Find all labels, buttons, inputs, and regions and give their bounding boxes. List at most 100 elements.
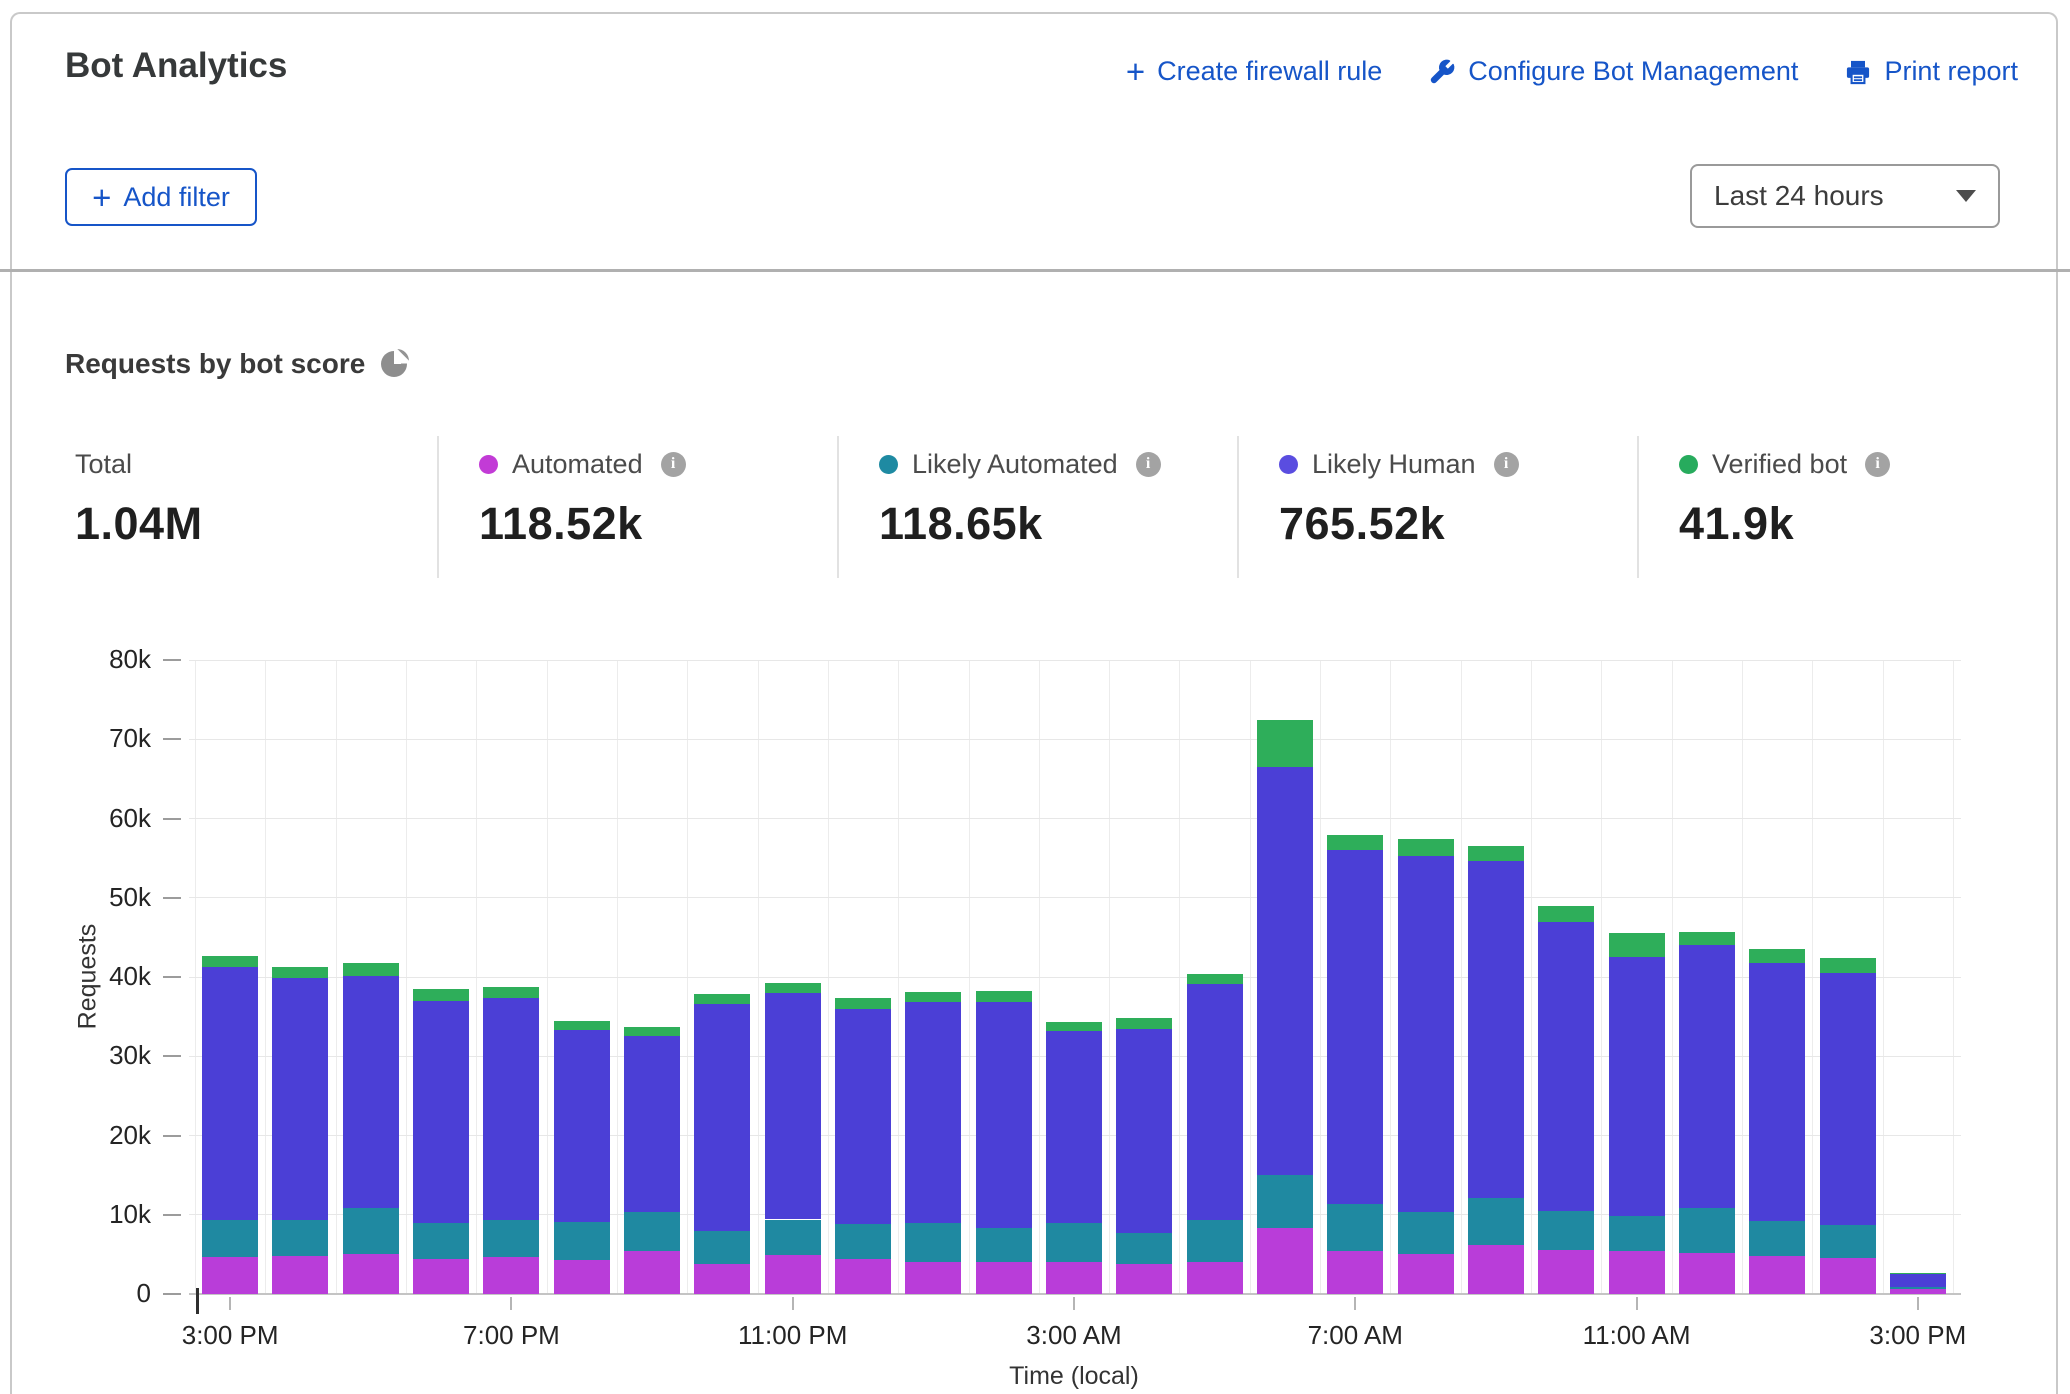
- bar-segment-verified-bot[interactable]: [272, 967, 329, 978]
- bar-segment-likely-automated[interactable]: [1749, 1221, 1806, 1256]
- bar-segment-likely-automated[interactable]: [1397, 1212, 1454, 1255]
- bar-segment-automated[interactable]: [1678, 1252, 1735, 1294]
- info-icon[interactable]: i: [1135, 451, 1161, 477]
- bar-segment-likely-automated[interactable]: [1538, 1210, 1595, 1250]
- bar-segment-verified-bot[interactable]: [413, 988, 470, 1001]
- bar-segment-likely-automated[interactable]: [1467, 1198, 1524, 1245]
- bar-segment-likely-automated[interactable]: [553, 1221, 610, 1260]
- bar-segment-likely-automated[interactable]: [694, 1231, 751, 1264]
- bar-segment-likely-automated[interactable]: [202, 1220, 259, 1257]
- bar-segment-automated[interactable]: [764, 1255, 821, 1294]
- bar-segment-likely-human[interactable]: [553, 1030, 610, 1222]
- bar-segment-likely-automated[interactable]: [1819, 1225, 1876, 1258]
- bar-segment-automated[interactable]: [202, 1256, 259, 1294]
- bar-segment-likely-automated[interactable]: [1116, 1232, 1173, 1264]
- bar-segment-likely-human[interactable]: [342, 976, 399, 1208]
- bar-segment-likely-human[interactable]: [1467, 861, 1524, 1199]
- bar-segment-likely-human[interactable]: [1749, 962, 1806, 1222]
- time-range-dropdown[interactable]: Last 24 hours: [1690, 164, 2000, 228]
- bar-segment-verified-bot[interactable]: [483, 986, 540, 999]
- info-icon[interactable]: i: [660, 451, 686, 477]
- bar-segment-likely-human[interactable]: [1256, 766, 1313, 1176]
- bar-segment-verified-bot[interactable]: [1678, 931, 1735, 946]
- bar-segment-likely-automated[interactable]: [764, 1219, 821, 1256]
- bar-segment-automated[interactable]: [1046, 1262, 1102, 1294]
- info-icon[interactable]: i: [1865, 451, 1891, 477]
- bar-segment-automated[interactable]: [1327, 1251, 1384, 1294]
- bar-segment-likely-human[interactable]: [1116, 1028, 1173, 1233]
- bar-segment-automated[interactable]: [1116, 1263, 1173, 1294]
- bar-segment-likely-automated[interactable]: [835, 1224, 892, 1260]
- bar-segment-automated[interactable]: [1749, 1255, 1806, 1294]
- add-filter-button[interactable]: + Add filter: [65, 168, 257, 226]
- bar-segment-verified-bot[interactable]: [1749, 949, 1806, 963]
- bar-segment-likely-automated[interactable]: [342, 1207, 399, 1255]
- bar-segment-automated[interactable]: [975, 1262, 1032, 1294]
- bar-segment-likely-automated[interactable]: [272, 1220, 329, 1256]
- bar-segment-likely-human[interactable]: [1889, 1274, 1946, 1287]
- create-firewall-rule-link[interactable]: + Create firewall rule: [1125, 53, 1383, 90]
- bar-segment-verified-bot[interactable]: [202, 956, 259, 968]
- bar-segment-likely-automated[interactable]: [905, 1222, 962, 1263]
- bar-segment-verified-bot[interactable]: [905, 992, 962, 1002]
- bar-segment-likely-automated[interactable]: [1889, 1286, 1946, 1290]
- bar-segment-automated[interactable]: [1889, 1289, 1946, 1294]
- bar-segment-verified-bot[interactable]: [1538, 905, 1595, 923]
- bar-segment-automated[interactable]: [1256, 1228, 1313, 1294]
- bar-segment-likely-human[interactable]: [1819, 973, 1876, 1226]
- bar-segment-likely-human[interactable]: [1538, 922, 1595, 1211]
- bar-segment-automated[interactable]: [835, 1259, 892, 1294]
- bar-segment-likely-human[interactable]: [905, 1001, 962, 1223]
- bar-segment-automated[interactable]: [483, 1256, 540, 1294]
- bar-segment-likely-human[interactable]: [975, 1002, 1032, 1229]
- bar-segment-verified-bot[interactable]: [1467, 846, 1524, 862]
- bar-segment-verified-bot[interactable]: [553, 1020, 610, 1031]
- bar-segment-verified-bot[interactable]: [1327, 835, 1384, 851]
- bar-segment-likely-automated[interactable]: [413, 1222, 470, 1260]
- bar-segment-verified-bot[interactable]: [342, 962, 399, 977]
- bar-segment-automated[interactable]: [1608, 1251, 1665, 1294]
- bar-segment-automated[interactable]: [1819, 1257, 1876, 1294]
- bar-segment-verified-bot[interactable]: [694, 994, 751, 1004]
- bar-segment-likely-human[interactable]: [1046, 1030, 1102, 1224]
- bar-segment-automated[interactable]: [1467, 1244, 1524, 1294]
- bar-segment-automated[interactable]: [905, 1262, 962, 1294]
- bar-segment-verified-bot[interactable]: [975, 991, 1032, 1003]
- bar-segment-likely-human[interactable]: [1397, 855, 1454, 1213]
- bar-segment-likely-human[interactable]: [1186, 984, 1243, 1221]
- info-icon[interactable]: i: [1493, 451, 1519, 477]
- bar-segment-automated[interactable]: [553, 1259, 610, 1294]
- bar-segment-verified-bot[interactable]: [1819, 957, 1876, 974]
- bar-segment-verified-bot[interactable]: [1256, 720, 1313, 767]
- bar-segment-likely-human[interactable]: [272, 977, 329, 1221]
- configure-bot-management-link[interactable]: Configure Bot Management: [1428, 56, 1798, 87]
- bar-segment-likely-automated[interactable]: [483, 1220, 540, 1257]
- bar-segment-likely-human[interactable]: [694, 1003, 751, 1232]
- bar-segment-likely-automated[interactable]: [624, 1211, 681, 1252]
- bar-segment-automated[interactable]: [272, 1255, 329, 1294]
- bar-segment-automated[interactable]: [342, 1254, 399, 1294]
- bar-segment-automated[interactable]: [694, 1263, 751, 1294]
- bar-segment-automated[interactable]: [1186, 1262, 1243, 1294]
- bar-segment-verified-bot[interactable]: [1116, 1018, 1173, 1029]
- bar-segment-verified-bot[interactable]: [624, 1026, 681, 1037]
- bar-segment-verified-bot[interactable]: [1397, 839, 1454, 856]
- bar-segment-likely-automated[interactable]: [975, 1228, 1032, 1263]
- bar-segment-likely-human[interactable]: [483, 998, 540, 1221]
- bar-segment-verified-bot[interactable]: [835, 998, 892, 1009]
- bar-segment-likely-automated[interactable]: [1186, 1220, 1243, 1263]
- bar-segment-likely-human[interactable]: [413, 1000, 470, 1223]
- print-report-link[interactable]: Print report: [1844, 56, 2018, 87]
- bar-segment-verified-bot[interactable]: [1186, 973, 1243, 985]
- bar-segment-likely-automated[interactable]: [1327, 1204, 1384, 1252]
- bar-segment-likely-human[interactable]: [1608, 957, 1665, 1216]
- bar-segment-verified-bot[interactable]: [764, 983, 821, 993]
- bar-segment-likely-human[interactable]: [624, 1036, 681, 1212]
- bar-segment-likely-automated[interactable]: [1678, 1207, 1735, 1253]
- bar-segment-likely-human[interactable]: [1678, 945, 1735, 1208]
- bar-segment-verified-bot[interactable]: [1889, 1273, 1946, 1275]
- bar-segment-likely-automated[interactable]: [1256, 1175, 1313, 1229]
- bar-segment-automated[interactable]: [1397, 1254, 1454, 1294]
- bar-segment-likely-automated[interactable]: [1046, 1223, 1102, 1263]
- bar-segment-automated[interactable]: [413, 1259, 470, 1294]
